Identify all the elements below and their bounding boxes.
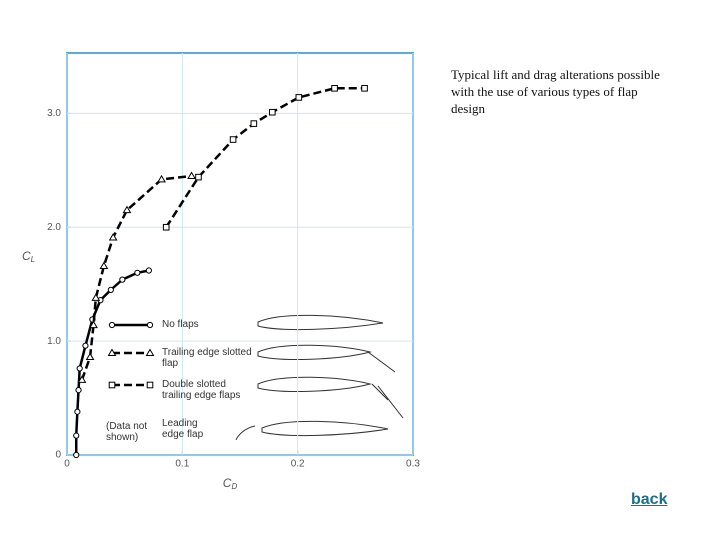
airfoil-sketches <box>235 314 404 441</box>
series-line <box>165 87 365 228</box>
data-point <box>162 223 170 231</box>
data-point <box>295 94 303 101</box>
data-point <box>99 261 109 269</box>
legend-marker <box>145 348 155 356</box>
legend-marker <box>146 381 154 389</box>
caption: Typical lift and drag alterations possib… <box>451 67 660 116</box>
data-point <box>75 386 82 394</box>
legend-marker <box>108 321 116 329</box>
data-point <box>82 342 89 349</box>
legend-marker <box>146 321 154 329</box>
data-point <box>85 352 95 361</box>
data-point <box>195 173 202 181</box>
data-point <box>73 432 80 439</box>
data-point <box>74 408 81 415</box>
data-point <box>187 171 196 179</box>
data-point <box>91 293 101 301</box>
data-point <box>108 232 118 241</box>
data-point <box>89 320 98 329</box>
data-point <box>229 136 237 143</box>
data-point <box>73 451 80 459</box>
y-tick-label: 1.0 <box>47 336 61 347</box>
x-tick-label: 0.1 <box>175 459 189 470</box>
x-label-sub: D <box>231 482 237 491</box>
y-label-sub: L <box>31 255 35 264</box>
data-point <box>122 205 132 214</box>
data-point <box>107 286 114 293</box>
legend-label: No flaps <box>162 319 199 330</box>
legend-label: Leading edge flap <box>162 418 204 440</box>
x-tick-label: 0.3 <box>406 459 420 470</box>
data-point <box>268 108 276 116</box>
y-tick-label: 0 <box>55 450 61 461</box>
y-label-main: C <box>22 249 31 263</box>
data-point <box>76 365 83 372</box>
data-point <box>119 276 126 283</box>
legend-marker <box>108 381 116 389</box>
legend-label: Double slotted trailing edge flaps <box>162 379 241 401</box>
x-tick-label: 0 <box>64 459 70 470</box>
data-point <box>361 85 368 92</box>
data-point <box>250 120 258 127</box>
x-label: CD <box>223 476 238 491</box>
legend-note: (Data not shown) <box>106 421 148 443</box>
data-point <box>331 85 338 92</box>
y-label: CL <box>22 249 35 264</box>
legend-marker <box>107 348 117 356</box>
y-tick-label: 3.0 <box>47 108 61 119</box>
back-link[interactable]: back <box>631 491 668 508</box>
x-tick-label: 0.2 <box>291 459 305 470</box>
x-label-main: C <box>223 476 232 490</box>
data-point <box>77 375 87 383</box>
legend-label: Trailing edge slotted flap <box>162 347 252 369</box>
data-point <box>134 269 141 276</box>
data-point <box>145 267 152 274</box>
y-tick-label: 2.0 <box>47 222 61 233</box>
series-line <box>80 174 192 381</box>
data-point <box>157 174 166 183</box>
